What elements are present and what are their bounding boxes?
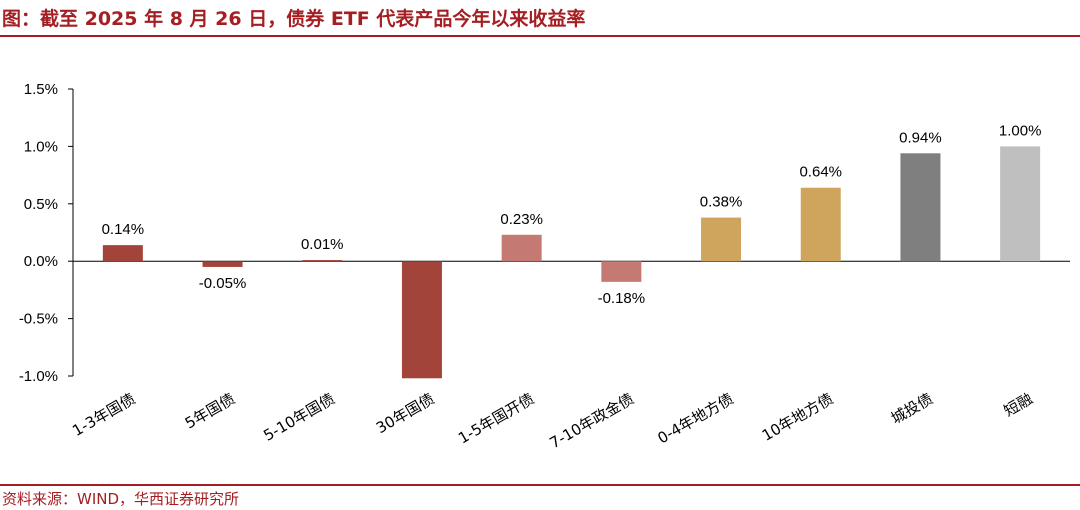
x-tick-label: 短融 (1001, 390, 1036, 421)
x-tick-label: 1-3年国债 (69, 390, 138, 440)
bar (202, 261, 243, 267)
data-label: -0.05% (199, 275, 247, 292)
chart-title: 图：截至 2025 年 8 月 26 日，债券 ETF 代表产品今年以来收益率 (2, 8, 586, 30)
data-label: 0.01% (301, 236, 344, 253)
x-tick-label: 5-10年国债 (260, 390, 337, 445)
bar (401, 261, 442, 379)
data-label: 0.14% (102, 221, 145, 238)
bar (900, 153, 941, 262)
data-label: -0.18% (598, 290, 646, 307)
bar (701, 217, 742, 262)
y-tick-label: 1.5% (24, 81, 58, 98)
data-label: 0.94% (899, 129, 942, 146)
bar (800, 187, 841, 262)
source-divider (0, 484, 1080, 486)
y-tick-label: -1.0% (19, 368, 58, 385)
bar (501, 234, 542, 262)
title-divider (0, 35, 1080, 37)
x-tick-label: 5年国债 (182, 390, 238, 433)
source-note: 资料来源：WIND，华西证券研究所 (2, 490, 240, 508)
y-tick-label: -0.5% (19, 311, 58, 328)
y-tick-label: 0.0% (24, 253, 58, 270)
x-tick-label: 城投债 (888, 390, 936, 428)
y-tick-label: 1.0% (24, 138, 58, 155)
x-tick-label: 30年国债 (373, 390, 438, 438)
bar (1000, 146, 1041, 262)
y-tick-label: 0.5% (24, 196, 58, 213)
data-label: 0.38% (700, 194, 743, 211)
bar (601, 261, 642, 282)
x-tick-label: 10年地方债 (759, 390, 836, 445)
x-tick-label: 0-4年地方债 (654, 390, 736, 448)
bar (302, 260, 343, 262)
bar-chart: 1.5% 1.0% 0.5% 0.0% -0.5% -1.0% 0.14% 1-3年国债 -0.… (19, 81, 1070, 453)
x-tick-label: 1-5年国开债 (455, 390, 537, 448)
data-label: 1.00% (999, 122, 1042, 139)
data-label: 0.23% (500, 211, 543, 228)
data-label: 0.64% (799, 164, 842, 181)
bar (102, 245, 143, 262)
x-tick-label: 7-10年政金债 (547, 390, 637, 453)
